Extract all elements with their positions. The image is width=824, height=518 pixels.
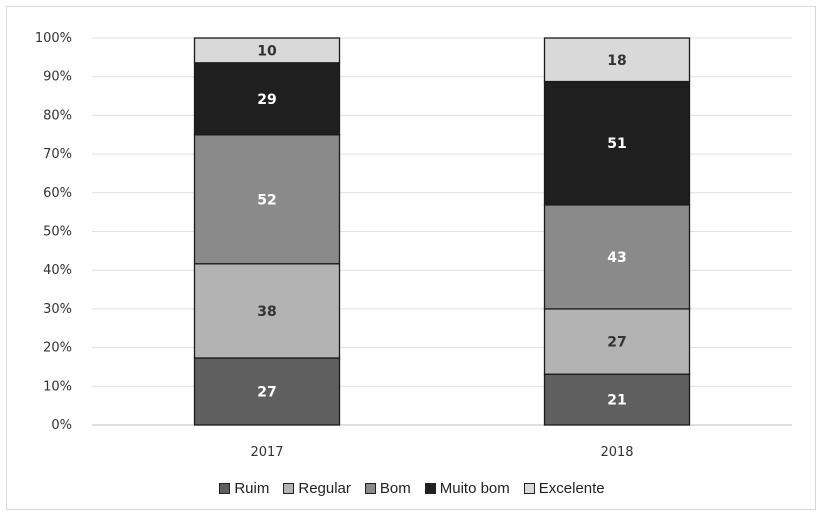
stacked-bar-chart: 0% 10% 20% 30% 40% 50% 60% 70% 80% 90% 100% 27 38 52…	[35, 31, 792, 460]
data-label: 43	[607, 250, 626, 266]
y-tick-label: 80%	[43, 108, 72, 123]
legend-label: Excelente	[538, 480, 605, 497]
legend-swatch	[283, 483, 295, 494]
x-axis-categories: 2017 2018	[250, 445, 633, 460]
bar-segment	[543, 80, 691, 206]
x-category-label: 2017	[250, 445, 283, 460]
legend-item: Ruim	[219, 480, 269, 497]
data-label: 27	[257, 385, 276, 401]
y-tick-label: 0%	[51, 418, 72, 433]
y-tick-label: 30%	[43, 302, 72, 317]
legend-label: Regular	[298, 480, 351, 497]
bar-segment	[193, 134, 341, 265]
data-label: 10	[257, 43, 277, 59]
y-axis-ticks: 0% 10% 20% 30% 40% 50% 60% 70% 80% 90% 100%	[35, 31, 72, 433]
y-tick-label: 90%	[43, 70, 72, 85]
bar-segment	[543, 308, 691, 375]
bar-segment	[193, 357, 341, 426]
legend-swatch	[219, 483, 231, 494]
data-label: 27	[607, 335, 626, 351]
bar-segment	[193, 263, 341, 359]
bar-segment	[543, 37, 691, 83]
legend-swatch	[364, 483, 376, 494]
data-label: 18	[607, 53, 626, 69]
chart-legend: Ruim Regular Bom Muito bom Excelente	[0, 480, 824, 497]
data-label: 52	[257, 192, 276, 208]
y-tick-label: 40%	[43, 263, 72, 278]
y-tick-label: 20%	[43, 341, 72, 356]
bar-segment	[543, 204, 691, 310]
legend-swatch	[424, 483, 436, 494]
legend-item: Bom	[364, 480, 411, 497]
data-label: 38	[257, 304, 276, 320]
y-tick-label: 50%	[43, 225, 72, 240]
y-tick-label: 10%	[43, 379, 72, 394]
legend-label: Bom	[379, 480, 411, 497]
legend-item: Excelente	[523, 480, 605, 497]
y-tick-label: 100%	[35, 31, 72, 46]
legend-item: Regular	[283, 480, 351, 497]
bar-segment	[543, 373, 691, 426]
x-category-label: 2018	[600, 445, 633, 460]
data-label: 21	[607, 393, 626, 409]
data-label: 51	[607, 136, 626, 152]
data-label: 29	[257, 92, 276, 108]
y-tick-label: 60%	[43, 186, 72, 201]
legend-item: Muito bom	[424, 480, 510, 497]
bars: 27 38 52 29 10 21 27 43 51 18	[193, 37, 691, 426]
bar-segment	[193, 37, 341, 64]
bar-segment	[193, 62, 341, 136]
legend-label: Muito bom	[439, 480, 510, 497]
legend-label: Ruim	[234, 480, 270, 497]
legend-swatch	[523, 483, 535, 494]
y-tick-label: 70%	[43, 147, 72, 162]
